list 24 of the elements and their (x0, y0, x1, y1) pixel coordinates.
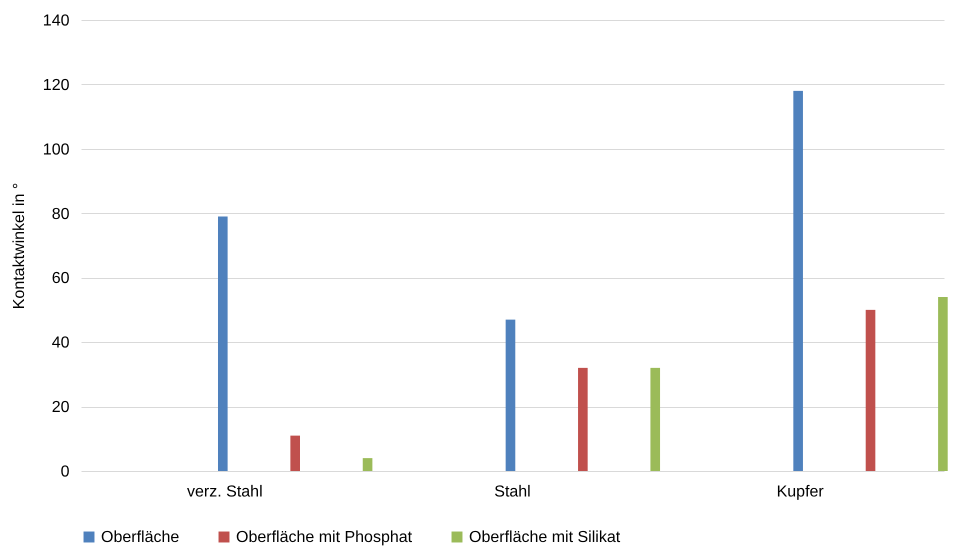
y-tick-label: 60 (52, 270, 70, 288)
bar (218, 216, 228, 471)
y-tick-label: 100 (42, 141, 70, 158)
bar (938, 297, 948, 471)
legend-label: Oberfläche mit Phosphat (236, 529, 413, 546)
bar (866, 310, 876, 471)
x-tick-label: Kupfer (776, 484, 824, 500)
y-tick-label: 40 (52, 334, 70, 352)
bar (362, 458, 372, 471)
bar (793, 90, 803, 471)
x-tick-label: Stahl (494, 484, 531, 500)
y-tick-label: 140 (42, 12, 70, 30)
bar (506, 320, 516, 471)
legend-label: Oberfläche mit Silikat (469, 529, 621, 546)
bar (650, 368, 660, 471)
y-axis-title: Kontaktwinkel in ° (10, 182, 28, 310)
y-tick-label: 80 (52, 206, 70, 223)
bar (290, 436, 300, 471)
y-tick-label: 120 (42, 76, 70, 94)
y-tick-label: 0 (60, 464, 70, 480)
bar (578, 368, 588, 471)
legend-label: Oberfläche (101, 529, 180, 546)
x-tick-label: verz. Stahl (187, 484, 263, 500)
y-tick-label: 20 (52, 399, 70, 416)
